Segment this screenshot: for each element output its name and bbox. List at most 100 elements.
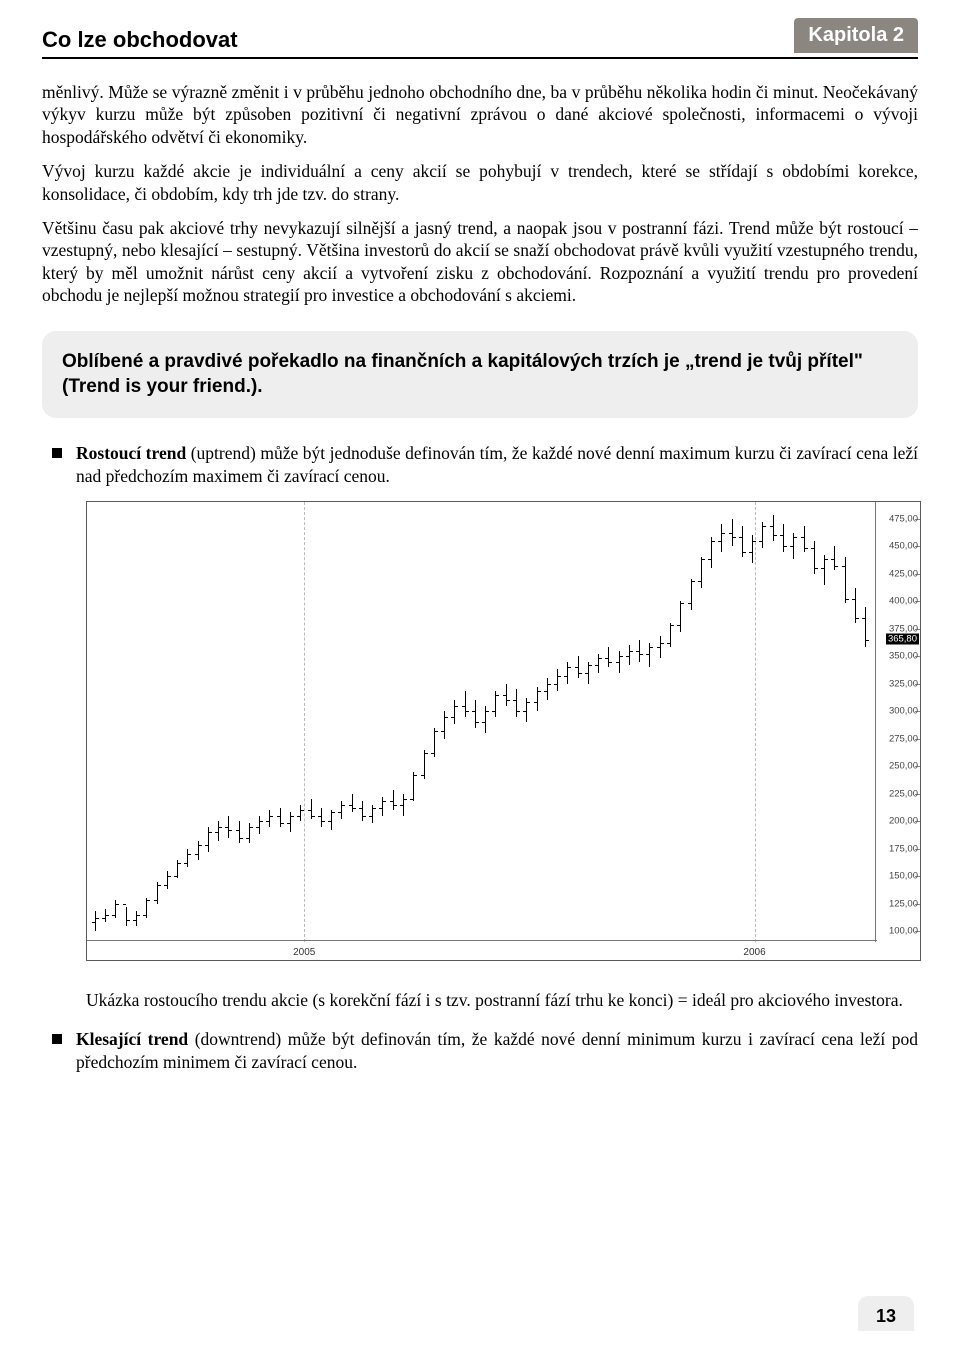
y-tick-label: 125,00 xyxy=(889,898,918,909)
bullet-square-icon xyxy=(52,1034,62,1044)
ohlc-bar xyxy=(578,656,579,678)
ohlc-bar xyxy=(649,643,650,667)
ohlc-bar xyxy=(598,654,599,673)
ohlc-bar xyxy=(670,623,671,647)
y-tick-label: 200,00 xyxy=(889,816,918,827)
ohlc-bar xyxy=(608,647,609,667)
ohlc-bar xyxy=(198,841,199,860)
ohlc-bar xyxy=(588,662,589,684)
ohlc-bar xyxy=(752,535,753,563)
ohlc-bar xyxy=(824,555,825,585)
bullet-square-icon xyxy=(52,448,62,458)
bullet-lead: Rostoucí trend xyxy=(76,443,186,463)
y-tick-label: 400,00 xyxy=(889,596,918,607)
ohlc-bar xyxy=(208,827,209,852)
ohlc-bar xyxy=(115,900,116,918)
page-number: 13 xyxy=(858,1296,914,1331)
y-tick-label: 150,00 xyxy=(889,871,918,882)
chart-grid-line xyxy=(304,502,305,942)
x-tick-label: 2006 xyxy=(743,947,765,958)
ohlc-bar xyxy=(454,700,455,724)
ohlc-bar xyxy=(444,711,445,739)
ohlc-bar xyxy=(167,871,168,890)
ohlc-bar xyxy=(434,728,435,758)
ohlc-bar xyxy=(95,911,96,931)
y-tick-label: 350,00 xyxy=(889,651,918,662)
y-tick-label: 100,00 xyxy=(889,926,918,937)
ohlc-bar xyxy=(300,805,301,822)
ohlc-bar xyxy=(311,799,312,819)
ohlc-bar xyxy=(341,801,342,819)
bullet-rest: (uptrend) může být jednoduše definován t… xyxy=(76,443,918,486)
ohlc-bar xyxy=(732,519,733,547)
chart-xaxis: 2005 2006 xyxy=(87,940,877,960)
section-title: Co lze obchodovat xyxy=(42,27,238,53)
y-tick-label: 325,00 xyxy=(889,678,918,689)
ohlc-bar xyxy=(424,750,425,780)
ohlc-bar xyxy=(721,524,722,552)
ohlc-bar xyxy=(691,579,692,610)
ohlc-bar xyxy=(783,524,784,552)
bullet-rest: (downtrend) může být definován tím, že k… xyxy=(76,1029,918,1072)
ohlc-bar xyxy=(413,772,414,802)
ohlc-bar xyxy=(516,689,517,717)
ohlc-bar xyxy=(629,645,630,665)
ohlc-bar xyxy=(218,821,219,841)
ohlc-bar xyxy=(547,678,548,700)
y-current-label: 365,80 xyxy=(886,633,919,644)
chapter-badge: Kapitola 2 xyxy=(794,18,918,53)
ohlc-bar xyxy=(403,794,404,816)
ohlc-bar xyxy=(157,882,158,904)
ohlc-bar xyxy=(146,898,147,918)
ohlc-bar xyxy=(711,537,712,568)
ohlc-bar xyxy=(834,546,835,570)
ohlc-bar xyxy=(742,526,743,557)
paragraph-1: měnlivý. Může se výrazně změnit i v průb… xyxy=(42,81,918,148)
ohlc-bar xyxy=(793,533,794,559)
ohlc-bar xyxy=(280,808,281,827)
ohlc-bar xyxy=(362,801,363,821)
y-tick-label: 300,00 xyxy=(889,706,918,717)
callout-box: Oblíbené a pravdivé pořekadlo na finančn… xyxy=(42,331,918,418)
y-tick-label: 225,00 xyxy=(889,788,918,799)
ohlc-bar xyxy=(485,706,486,734)
chart-yaxis: 100,00125,00150,00175,00200,00225,00250,… xyxy=(875,502,920,942)
ohlc-bar xyxy=(701,557,702,588)
ohlc-bar xyxy=(465,691,466,716)
ohlc-bar xyxy=(526,698,527,722)
ohlc-bar xyxy=(239,821,240,843)
bullet-text: Klesající trend (downtrend) může být def… xyxy=(76,1028,918,1074)
ohlc-bar xyxy=(680,601,681,632)
chart-grid-line xyxy=(755,502,756,942)
bullet-item-downtrend: Klesající trend (downtrend) může být def… xyxy=(42,1028,918,1074)
ohlc-bar xyxy=(105,909,106,922)
ohlc-bar xyxy=(249,823,250,843)
chart-plot xyxy=(87,502,877,942)
bullet-text: Rostoucí trend (uptrend) může být jednod… xyxy=(76,442,918,488)
bullet-lead: Klesající trend xyxy=(76,1029,188,1049)
ohlc-bar xyxy=(372,805,373,824)
ohlc-bar xyxy=(228,816,229,838)
x-tick-label: 2005 xyxy=(293,947,315,958)
ohlc-bar xyxy=(855,588,856,623)
y-tick-label: 425,00 xyxy=(889,568,918,579)
y-tick-label: 175,00 xyxy=(889,843,918,854)
uptrend-chart: 100,00125,00150,00175,00200,00225,00250,… xyxy=(86,501,921,961)
ohlc-bar xyxy=(814,541,815,574)
ohlc-bar xyxy=(619,651,620,673)
ohlc-bar xyxy=(187,849,188,868)
ohlc-bar xyxy=(762,522,763,548)
ohlc-bar xyxy=(259,816,260,835)
ohlc-bar xyxy=(382,797,383,816)
ohlc-bar xyxy=(352,794,353,813)
ohlc-bar xyxy=(660,636,661,658)
page-header: Co lze obchodovat Kapitola 2 xyxy=(42,18,918,59)
paragraph-2: Vývoj kurzu každé akcie je individuální … xyxy=(42,160,918,205)
chart-caption: Ukázka rostoucího trendu akcie (s korekč… xyxy=(86,989,918,1012)
ohlc-bar xyxy=(136,911,137,925)
ohlc-bar xyxy=(567,662,568,684)
ohlc-bar xyxy=(845,557,846,603)
chart-area: 100,00125,00150,00175,00200,00225,00250,… xyxy=(86,501,921,961)
paragraph-3: Většinu času pak akciové trhy nevykazují… xyxy=(42,217,918,307)
ohlc-bar xyxy=(321,808,322,827)
